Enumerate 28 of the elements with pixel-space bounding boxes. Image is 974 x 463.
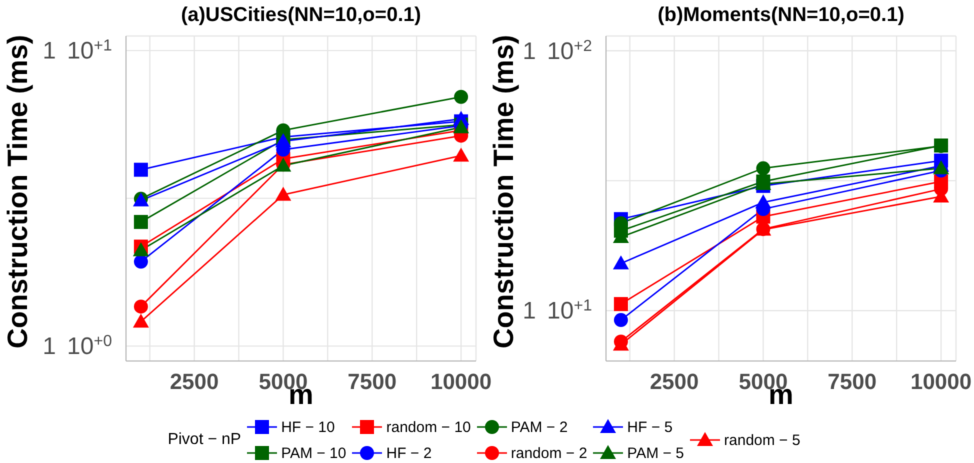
x-tick-label: 7500	[348, 369, 397, 394]
legend-label: PAM − 2	[510, 418, 568, 436]
legend-label: random − 10	[386, 418, 471, 436]
legend-label: HF − 5	[627, 418, 673, 436]
y-tick-label: 10$^{+0}$	[67, 332, 112, 360]
x-tick-label: 10000	[430, 369, 492, 394]
chart-title: (a)USCities(NN=10,o=0.1)	[180, 4, 422, 27]
x-tick-label: 7500	[828, 369, 877, 394]
x-tick-label: 10000	[910, 369, 972, 394]
text: 1	[42, 38, 56, 65]
legend-label: HF − 2	[386, 444, 432, 462]
chart-title: (b)Moments(NN=10,o=0.1)	[656, 4, 906, 27]
y-axis-title: Construction Time (ms)	[488, 34, 519, 348]
legend-label: PAM − 10	[281, 444, 346, 462]
legend-label: random − 2	[510, 444, 588, 462]
text: 1	[42, 333, 56, 360]
y-tick-label: 10$^{+2}$	[547, 37, 592, 65]
x-tick-label: 2500	[650, 369, 699, 394]
legend-label: PAM − 5	[627, 444, 684, 462]
y-tick-label: 10$^{+1}$	[67, 37, 112, 65]
y-axis-title: Construction Time (ms)	[2, 34, 33, 348]
legend-title: Pivot − nP	[168, 431, 242, 449]
y-tick-label: 10$^{+1}$	[547, 297, 592, 325]
legend-label: random − 5	[724, 432, 800, 448]
legend-label: HF − 10	[281, 418, 335, 436]
x-tick-label: 2500	[170, 369, 219, 394]
text: 1	[522, 298, 536, 325]
text: 1	[522, 38, 536, 65]
